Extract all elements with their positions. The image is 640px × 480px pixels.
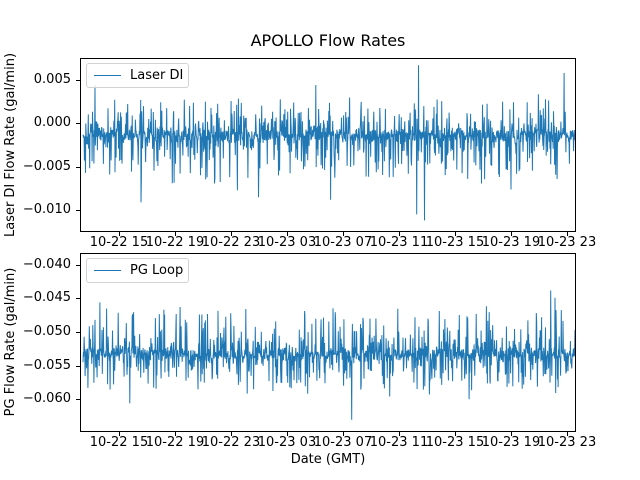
x-tick-mark	[175, 432, 176, 436]
x-tick-label: 10-22 23	[201, 235, 261, 250]
y-tick-mark	[76, 210, 80, 211]
x-tick-mark	[175, 232, 176, 236]
x-tick-label: 10-22 19	[145, 235, 205, 250]
xlabel-date-gmt: Date (GMT)	[290, 452, 366, 467]
x-tick-mark	[231, 432, 232, 436]
x-tick-label: 10-23 07	[313, 435, 373, 450]
x-tick-label: 10-22 15	[89, 435, 149, 450]
x-tick-mark	[455, 432, 456, 436]
legend-pg-loop: PG Loop	[86, 258, 189, 283]
laser-di-series-line	[82, 65, 575, 221]
y-tick-mark	[76, 265, 80, 266]
x-tick-mark	[287, 432, 288, 436]
x-tick-mark	[511, 432, 512, 436]
y-tick-mark	[76, 167, 80, 168]
plot-area-laser-di: Laser DI	[80, 58, 576, 232]
x-tick-label: 10-23 23	[537, 435, 597, 450]
x-tick-label: 10-22 19	[145, 435, 205, 450]
x-tick-mark	[231, 232, 232, 236]
x-tick-mark	[119, 432, 120, 436]
y-tick-label: 0.005	[33, 72, 71, 87]
x-tick-label: 10-22 23	[201, 435, 261, 450]
plot-area-pg-loop: PG Loop	[80, 253, 576, 432]
x-tick-mark	[399, 232, 400, 236]
x-tick-mark	[511, 232, 512, 236]
y-tick-mark	[76, 399, 80, 400]
legend-line-sample-icon	[94, 75, 121, 76]
x-tick-label: 10-22 15	[89, 235, 149, 250]
y-tick-label: 0.000	[33, 115, 71, 130]
x-tick-mark	[343, 432, 344, 436]
legend-label-laser-di: Laser DI	[130, 68, 184, 83]
x-tick-label: 10-23 23	[537, 235, 597, 250]
y-tick-mark	[76, 80, 80, 81]
y-tick-mark	[76, 366, 80, 367]
y-tick-label: −0.050	[22, 324, 71, 339]
x-tick-mark	[287, 232, 288, 236]
y-tick-mark	[76, 332, 80, 333]
x-tick-mark	[119, 232, 120, 236]
x-tick-mark	[567, 432, 568, 436]
x-tick-label: 10-23 19	[481, 435, 541, 450]
legend-label-pg-loop: PG Loop	[130, 263, 184, 278]
y-tick-label: −0.045	[22, 290, 71, 305]
x-tick-label: 10-23 19	[481, 235, 541, 250]
y-tick-label: −0.005	[22, 159, 71, 174]
x-tick-label: 10-23 03	[257, 435, 317, 450]
x-tick-mark	[455, 232, 456, 236]
x-tick-mark	[343, 232, 344, 236]
y-tick-label: −0.060	[22, 391, 71, 406]
y-tick-label: −0.040	[22, 257, 71, 272]
pg-loop-series-line	[82, 290, 575, 420]
x-tick-label: 10-23 11	[369, 435, 429, 450]
x-tick-label: 10-23 11	[369, 235, 429, 250]
y-tick-mark	[76, 298, 80, 299]
y-tick-label: −0.055	[22, 358, 71, 373]
x-tick-label: 10-23 07	[313, 235, 373, 250]
chart-title: APOLLO Flow Rates	[250, 31, 406, 50]
legend-laser-di: Laser DI	[86, 63, 189, 88]
x-tick-label: 10-23 03	[257, 235, 317, 250]
x-tick-mark	[567, 232, 568, 236]
y-tick-mark	[76, 123, 80, 124]
x-tick-mark	[399, 432, 400, 436]
y-tick-label: −0.010	[22, 202, 71, 217]
x-tick-label: 10-23 15	[425, 235, 485, 250]
x-tick-label: 10-23 15	[425, 435, 485, 450]
legend-line-sample-icon	[94, 270, 121, 271]
